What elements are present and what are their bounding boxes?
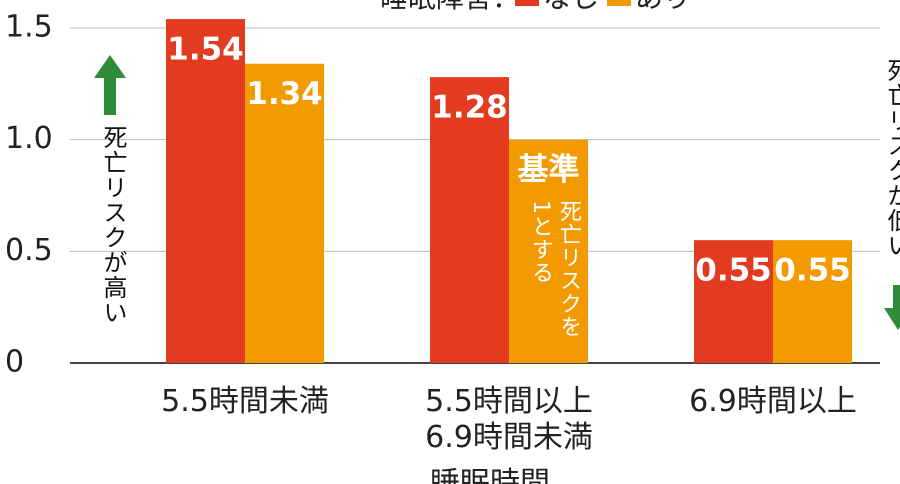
x-tick-label: 6.9時間以上 <box>689 384 857 419</box>
y-tick-label: 1.0 <box>5 121 53 156</box>
bar <box>509 139 588 363</box>
base-note: 1とする <box>528 200 553 284</box>
bar <box>694 240 773 363</box>
y-tick-label: 1.5 <box>5 10 53 45</box>
annotation-low: 死亡リスクが低い <box>883 58 900 258</box>
legend-title: 睡眠障害： <box>320 0 520 16</box>
bar <box>773 240 852 363</box>
legend-swatch <box>515 0 539 6</box>
bar <box>245 63 324 363</box>
arrow-down <box>884 285 900 330</box>
x-axis-title: 睡眠時間 <box>430 466 550 484</box>
legend-swatch <box>607 0 631 6</box>
value-label: 基準 <box>518 152 580 188</box>
value-label: 1.28 <box>431 90 508 126</box>
arrow-up <box>94 55 126 115</box>
base-note: 死亡リスクを <box>556 200 581 338</box>
value-label: 1.54 <box>167 32 244 68</box>
legend-label: なし <box>543 0 599 16</box>
x-tick-label: 5.5時間未満 <box>161 384 329 419</box>
bar <box>430 77 509 363</box>
bar <box>166 19 245 364</box>
x-tick-label: 5.5時間以上 6.9時間未満 <box>425 384 593 455</box>
value-label: 0.55 <box>695 253 772 289</box>
value-label: 0.55 <box>774 253 851 289</box>
value-label: 1.34 <box>246 76 323 112</box>
annotation-high: 死亡リスクが高い <box>99 125 127 325</box>
legend-label: あり <box>635 0 691 16</box>
y-tick-label: 0.5 <box>5 233 53 268</box>
y-tick-label: 0 <box>5 345 24 380</box>
